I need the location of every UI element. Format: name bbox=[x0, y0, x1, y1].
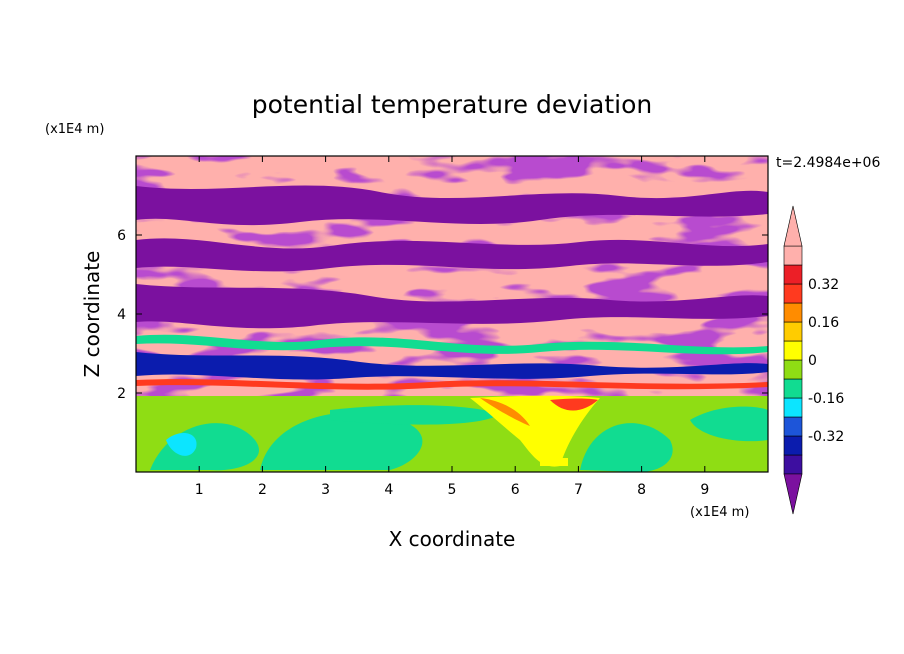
negative-band bbox=[136, 238, 768, 272]
colorbar-max-extension bbox=[783, 205, 803, 247]
colorbar-label: 0.16 bbox=[808, 315, 839, 331]
colorbar-swatch bbox=[783, 245, 803, 266]
colorbar-swatch bbox=[783, 397, 803, 418]
mixed-band bbox=[136, 334, 768, 355]
colorbar-swatch bbox=[783, 454, 803, 475]
x-axis-title: X coordinate bbox=[389, 527, 516, 551]
colorbar-swatch bbox=[783, 283, 803, 304]
colorbar-swatch bbox=[783, 321, 803, 342]
colorbar-swatch bbox=[783, 264, 803, 285]
x-tick-label: 9 bbox=[700, 482, 709, 498]
lower-eddy bbox=[150, 423, 259, 471]
colorbar-swatch bbox=[783, 378, 803, 399]
lower-eddy bbox=[330, 405, 500, 425]
negative-band bbox=[136, 284, 768, 329]
x-tick-label: 1 bbox=[195, 482, 204, 498]
x-tick-label: 4 bbox=[384, 482, 393, 498]
x-tick-label: 2 bbox=[258, 482, 267, 498]
colorbar-label: 0 bbox=[808, 353, 817, 369]
warm-patch bbox=[540, 458, 568, 466]
x-unit-label: (x1E4 m) bbox=[690, 505, 749, 520]
y-tick-label: 4 bbox=[117, 307, 126, 323]
y-axis: 2 4 6 bbox=[117, 228, 768, 402]
colorbar-label: -0.16 bbox=[808, 391, 844, 407]
x-tick-label: 6 bbox=[511, 482, 520, 498]
colorbar-swatch bbox=[783, 302, 803, 323]
x-tick-label: 3 bbox=[321, 482, 330, 498]
time-label: t=2.4984e+06 bbox=[776, 155, 880, 171]
cool-patch bbox=[166, 433, 197, 456]
heatmap-plot-area bbox=[136, 156, 768, 472]
x-axis: 1 2 3 4 5 6 7 8 9 bbox=[195, 156, 709, 498]
y-unit-label: (x1E4 m) bbox=[45, 122, 104, 137]
negative-band bbox=[136, 185, 768, 226]
x-tick-label: 8 bbox=[637, 482, 646, 498]
colorbar-swatch bbox=[783, 435, 803, 456]
colorbar-min-extension bbox=[783, 473, 803, 515]
warm-plume-core bbox=[550, 398, 598, 411]
colorbar-swatch bbox=[783, 359, 803, 380]
y-axis-title: Z coordinate bbox=[80, 251, 104, 378]
colorbar-swatch bbox=[783, 416, 803, 437]
lower-eddy bbox=[690, 406, 768, 442]
colorbar-label: -0.32 bbox=[808, 429, 844, 445]
warm-plume bbox=[470, 395, 600, 467]
warm-plume-core bbox=[480, 398, 530, 426]
mixed-band bbox=[136, 379, 768, 390]
colorbar-swatch bbox=[783, 340, 803, 361]
y-tick-label: 2 bbox=[117, 386, 126, 402]
lower-eddy bbox=[580, 423, 673, 472]
mixed-band bbox=[136, 352, 768, 380]
y-tick-label: 6 bbox=[117, 228, 126, 244]
colorbar-label: 0.32 bbox=[808, 277, 839, 293]
lower-eddy bbox=[260, 412, 423, 470]
x-tick-label: 7 bbox=[574, 482, 583, 498]
colorbar: 0.32 0.16 0 -0.16 -0.32 bbox=[783, 205, 844, 515]
chart-title: potential temperature deviation bbox=[252, 90, 652, 119]
x-tick-label: 5 bbox=[448, 482, 457, 498]
